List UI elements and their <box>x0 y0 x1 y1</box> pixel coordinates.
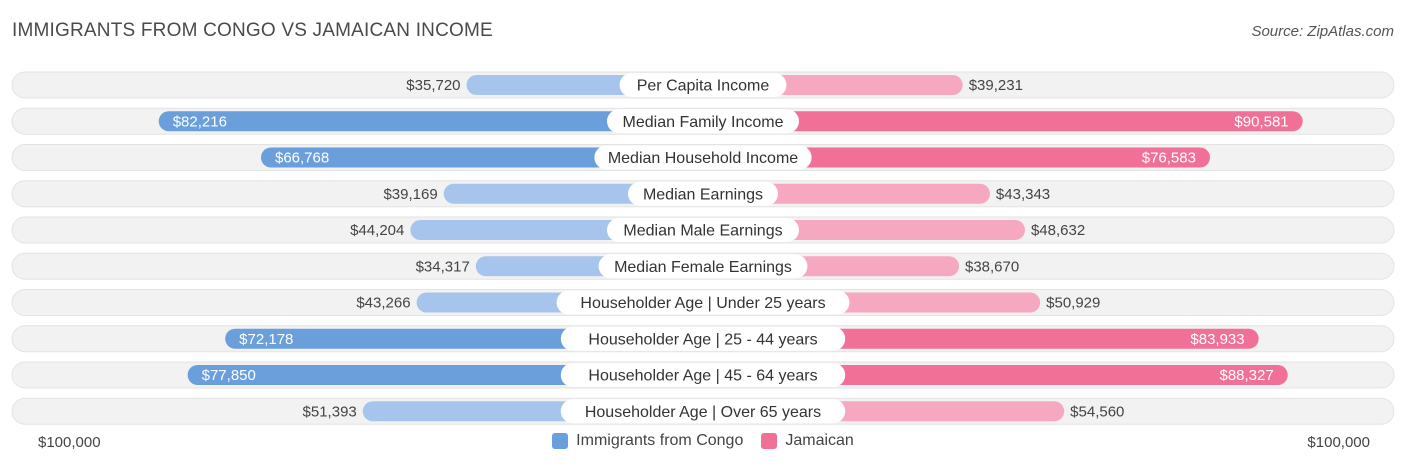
category-label: Median Female Earnings <box>614 259 792 276</box>
axis-min-label: $100,000 <box>38 434 101 451</box>
value-label-congo: $43,266 <box>356 295 410 312</box>
category-pill <box>560 399 846 424</box>
value-label-jamaican: $90,581 <box>1234 113 1288 130</box>
value-label-congo: $82,216 <box>173 113 227 130</box>
category-pill <box>594 145 812 170</box>
legend-swatch-jamaican <box>761 433 778 449</box>
axis-max-label: $100,000 <box>1307 434 1370 451</box>
category-label: Householder Age | 25 - 44 years <box>588 331 817 348</box>
value-label-congo: $39,169 <box>383 186 437 203</box>
bar-jamaican <box>703 147 1210 168</box>
value-label-congo: $34,317 <box>416 258 470 275</box>
bar-congo <box>158 111 703 132</box>
bar-congo <box>260 147 703 168</box>
bar-jamaican <box>703 111 1303 132</box>
value-label-jamaican: $83,933 <box>1190 331 1244 348</box>
value-label-congo: $44,204 <box>350 222 404 239</box>
category-label: Householder Age | Over 65 years <box>585 404 821 421</box>
source-credit: Source: ZipAtlas.com <box>1251 23 1394 40</box>
legend-item-congo: Immigrants from Congo <box>552 432 743 450</box>
category-pill <box>628 181 778 206</box>
value-label-jamaican: $54,560 <box>1070 403 1124 420</box>
category-pill <box>560 326 846 351</box>
category-label: Householder Age | 45 - 64 years <box>588 368 817 385</box>
legend: Immigrants from Congo Jamaican <box>0 432 1406 450</box>
category-label: Per Capita Income <box>637 78 770 95</box>
value-label-jamaican: $50,929 <box>1046 295 1100 312</box>
legend-item-jamaican: Jamaican <box>761 432 854 450</box>
category-label: Median Male Earnings <box>623 223 782 240</box>
category-label: Householder Age | Under 25 years <box>580 295 825 312</box>
value-label-jamaican: $43,343 <box>996 186 1050 203</box>
value-label-congo: $77,850 <box>202 367 256 384</box>
value-label-congo: $66,768 <box>275 150 329 167</box>
value-label-jamaican: $76,583 <box>1142 150 1196 167</box>
category-label: Median Earnings <box>643 186 763 203</box>
category-pill <box>598 254 808 279</box>
bar-jamaican <box>703 365 1288 385</box>
category-label: Median Household Income <box>608 150 798 167</box>
category-pill <box>607 109 799 134</box>
legend-label-jamaican: Jamaican <box>785 432 854 449</box>
value-label-congo: $72,178 <box>239 331 293 348</box>
value-label-congo: $51,393 <box>303 403 357 420</box>
category-pill <box>607 218 799 242</box>
legend-label-congo: Immigrants from Congo <box>576 432 744 449</box>
value-label-jamaican: $38,670 <box>965 258 1019 275</box>
category-pill <box>556 290 850 315</box>
value-label-jamaican: $88,327 <box>1219 367 1273 384</box>
value-label-jamaican: $39,231 <box>969 77 1023 94</box>
category-pill <box>619 73 787 97</box>
legend-swatch-congo <box>552 433 569 449</box>
category-pill <box>560 363 846 387</box>
chart-title: IMMIGRANTS FROM CONGO VS JAMAICAN INCOME <box>12 20 493 41</box>
category-label: Median Family Income <box>623 114 784 131</box>
value-label-congo: $35,720 <box>406 77 460 94</box>
value-label-jamaican: $48,632 <box>1031 222 1085 239</box>
